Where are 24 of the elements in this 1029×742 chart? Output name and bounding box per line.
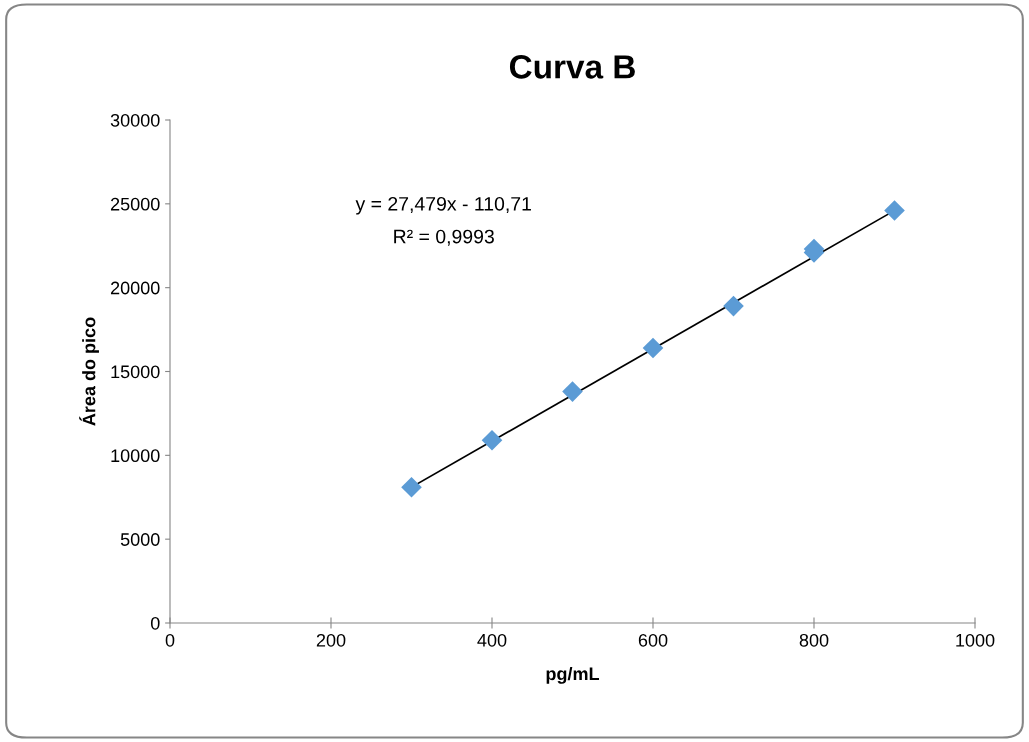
point (723, 295, 744, 317)
y-tick-label: 15000 (111, 365, 160, 379)
x-tick-label: 0 (165, 633, 175, 647)
x-tick-label: 200 (316, 633, 346, 647)
y-tick-label: 20000 (110, 281, 160, 295)
x-axis-title: pg/mL (546, 666, 600, 684)
x-tick-label: 400 (477, 633, 507, 647)
y-axis-title: Área do pico (79, 317, 99, 426)
y-tick-label: 25000 (110, 197, 160, 211)
annotation: y = 27,479x - 110,71 (355, 196, 531, 215)
y-tick-label: 30000 (110, 113, 160, 127)
y-tick-label: 5000 (120, 533, 160, 546)
chart-title: Curva B (509, 55, 635, 79)
y-tick-label: 0 (150, 616, 160, 630)
y-tick-label: 10000 (111, 449, 160, 463)
point (642, 337, 664, 359)
point (884, 200, 905, 221)
x-tick-label: 600 (638, 633, 668, 647)
x-tick-label: 1000 (956, 633, 995, 647)
point (481, 429, 503, 451)
annotation: R² = 0,9993 (394, 229, 494, 246)
point (562, 381, 583, 402)
x-tick-label: 800 (799, 633, 829, 647)
point (401, 476, 422, 498)
